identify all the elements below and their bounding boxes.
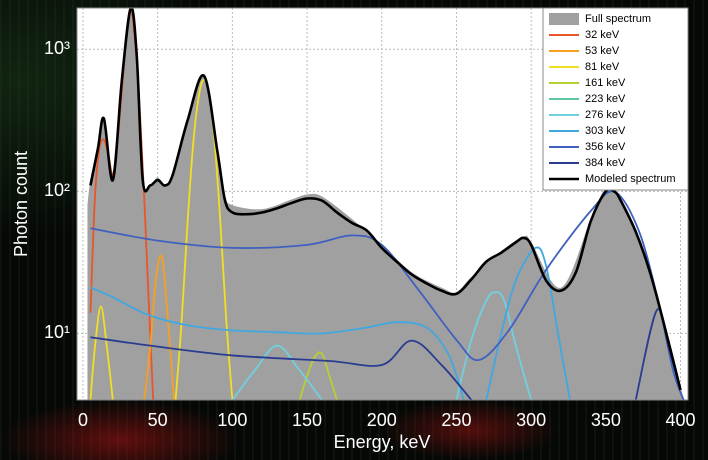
x-tick-label: 0 [78,410,88,430]
legend: Full spectrum 32 keV 53 keV 81 keV 161 keV 22… [542,7,689,191]
y-tick-label: 10² [44,180,70,200]
legend-label: 161 keV [585,77,626,89]
legend-label: 276 keV [585,109,626,121]
series-line [90,336,473,400]
legend-swatch [549,13,579,25]
legend-label: 53 keV [585,45,620,57]
x-tick-label: 400 [666,410,696,430]
y-tick-label: 10³ [44,38,70,58]
x-tick-label: 250 [441,410,471,430]
x-tick-label: 50 [148,410,168,430]
x-tick-label: 100 [217,410,247,430]
x-tick-label: 350 [591,410,621,430]
spectrum-area [87,8,687,400]
series-line [231,344,323,400]
x-axis-title: Energy, keV [334,432,431,452]
series-line [174,78,234,400]
series-line [90,286,465,400]
series-line [89,305,114,400]
series-line [90,190,685,400]
legend-label: 384 keV [585,157,626,169]
legend-label: 223 keV [585,93,626,105]
axes: 0 50 100 150 200 250 300 350 400 10¹ 10² 10³ [44,7,696,430]
plot-marks [87,8,687,400]
legend-label: 81 keV [585,61,620,73]
y-tick-label: 10¹ [44,322,70,342]
legend-label: Full spectrum [585,13,651,25]
series-line [89,8,682,391]
y-axis-title: Photon count [11,151,31,257]
legend-label: 303 keV [585,125,626,137]
series-line [485,246,571,400]
x-tick-label: 200 [367,410,397,430]
plot-frame [76,7,689,401]
x-tick-label: 150 [292,410,322,430]
legend-label: 356 keV [585,141,626,153]
series-line [143,254,176,400]
x-tick-label: 300 [516,410,546,430]
legend-label: Modeled spectrum [585,173,676,185]
series-line [455,291,533,400]
legend-label: 32 keV [585,29,620,41]
